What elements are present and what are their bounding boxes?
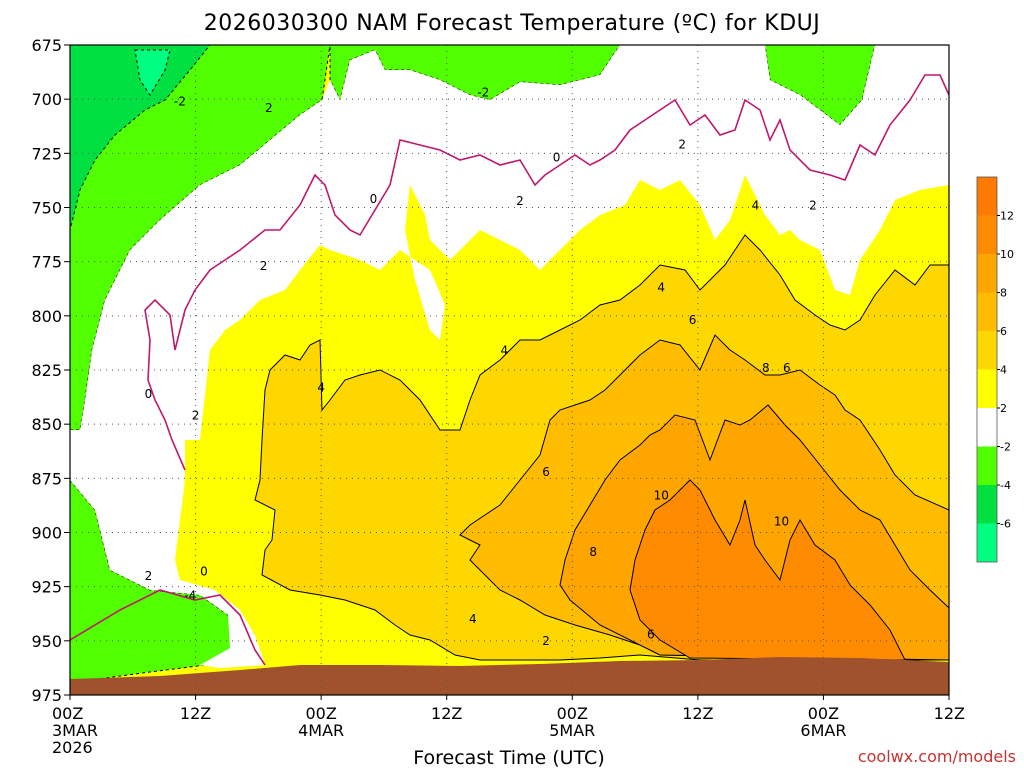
credit-text: coolwx.com/models (858, 747, 1016, 766)
band-white (70, 45, 949, 668)
contour-label: 4 (500, 344, 508, 358)
x-axis-label: Forecast Time (UTC) (413, 747, 604, 768)
colorbar-swatch (977, 331, 997, 370)
colorbar-label: 10 (1000, 248, 1014, 261)
y-tick-label: 875 (31, 469, 62, 488)
contour-label: 10 (774, 515, 789, 529)
x-tick-year: 2026 (52, 738, 93, 757)
terrain (70, 657, 949, 695)
colorbar-label: 4 (1000, 364, 1007, 377)
colorbar-swatch (977, 254, 997, 293)
y-tick-label: 975 (31, 686, 62, 705)
y-axis: 675 700 725 750 775 800 825 850 875 900 925 950 975 (31, 36, 70, 705)
contour-label: 4 (752, 198, 760, 212)
contour-label: 2 (192, 409, 200, 423)
contour-label: 0 (553, 151, 561, 165)
colorbar-swatch (977, 446, 997, 485)
colorbar-swatch (977, 177, 997, 216)
x-tick-label: 00Z (557, 704, 588, 723)
y-tick-label: 675 (31, 36, 62, 55)
band-10-12 (629, 479, 906, 661)
contour-label: 0 (145, 387, 153, 401)
y-tick-label: 925 (31, 578, 62, 597)
colorbar-label: -2 (1000, 441, 1011, 454)
contour-label: -2 (477, 86, 489, 100)
x-tick-label: 00Z (52, 704, 83, 723)
y-tick-label: 850 (31, 415, 62, 434)
contour-label: 6 (689, 313, 697, 327)
x-tick-date: 5MAR (549, 721, 595, 740)
contour-label: -2 (174, 94, 186, 108)
x-tick-date: 3MAR (52, 721, 98, 740)
colorbar-label: 2 (1000, 402, 1007, 415)
x-tick-label: 12Z (431, 704, 462, 723)
x-tick-label: 12Z (180, 704, 211, 723)
colorbar-label: 12 (1000, 210, 1014, 223)
contour-label: 6 (542, 465, 550, 479)
x-tick-label: 12Z (682, 704, 713, 723)
contour-label: -4 (184, 588, 196, 602)
y-tick-label: 725 (31, 144, 62, 163)
band-mint (134, 49, 171, 96)
colorbar-label: -6 (1000, 518, 1011, 531)
x-tick-label: 12Z (934, 704, 965, 723)
x-tick-label: 00Z (305, 704, 336, 723)
x-tick-label: 00Z (808, 704, 839, 723)
contour-label: 10 (654, 489, 669, 503)
chart-title: 2026030300 NAM Forecast Temperature (ºC)… (204, 11, 820, 36)
contour-label: 6 (647, 627, 655, 641)
contour-label: 8 (762, 361, 770, 375)
y-tick-label: 900 (31, 524, 62, 543)
contour-label: 2 (516, 194, 524, 208)
y-tick-label: 750 (31, 199, 62, 218)
contour-label: 2 (542, 634, 550, 648)
colorbar-label: 8 (1000, 287, 1007, 300)
colorbar-swatch (977, 485, 997, 524)
contour-label: 2 (265, 101, 273, 115)
contour-label: 0 (200, 565, 208, 579)
colorbar-swatch (977, 523, 997, 562)
plot-area (70, 45, 949, 695)
x-tick-date: 6MAR (800, 721, 846, 740)
y-tick-label: 950 (31, 632, 62, 651)
contour-label: 0 (370, 192, 378, 206)
contour-zero (70, 74, 949, 666)
colorbar-swatch (977, 292, 997, 331)
colorbar: 12 10 8 6 4 2 -2 -4 -6 (976, 176, 1014, 563)
contour-label: 6 (783, 361, 791, 375)
band-green-top (329, 45, 621, 102)
y-tick-label: 700 (31, 90, 62, 109)
contour-label: 2 (260, 259, 268, 273)
colorbar-swatch (977, 369, 997, 408)
contour-label: 2 (809, 198, 817, 212)
colorbar-swatch (977, 215, 997, 254)
contour-label: 4 (657, 281, 665, 295)
colorbar-label: -4 (1000, 479, 1011, 492)
y-tick-label: 775 (31, 253, 62, 272)
x-tick-date: 4MAR (298, 721, 344, 740)
band-darkgreen (70, 45, 211, 231)
colorbar-swatch (977, 408, 997, 447)
contour-label: 4 (317, 380, 325, 394)
contour-label: 4 (469, 612, 477, 626)
contour-label: 2 (145, 569, 153, 583)
contour-label: 2 (678, 138, 686, 152)
contour-label: 8 (589, 545, 597, 559)
y-tick-label: 800 (31, 307, 62, 326)
colorbar-label: 6 (1000, 325, 1007, 338)
y-tick-label: 825 (31, 361, 62, 380)
